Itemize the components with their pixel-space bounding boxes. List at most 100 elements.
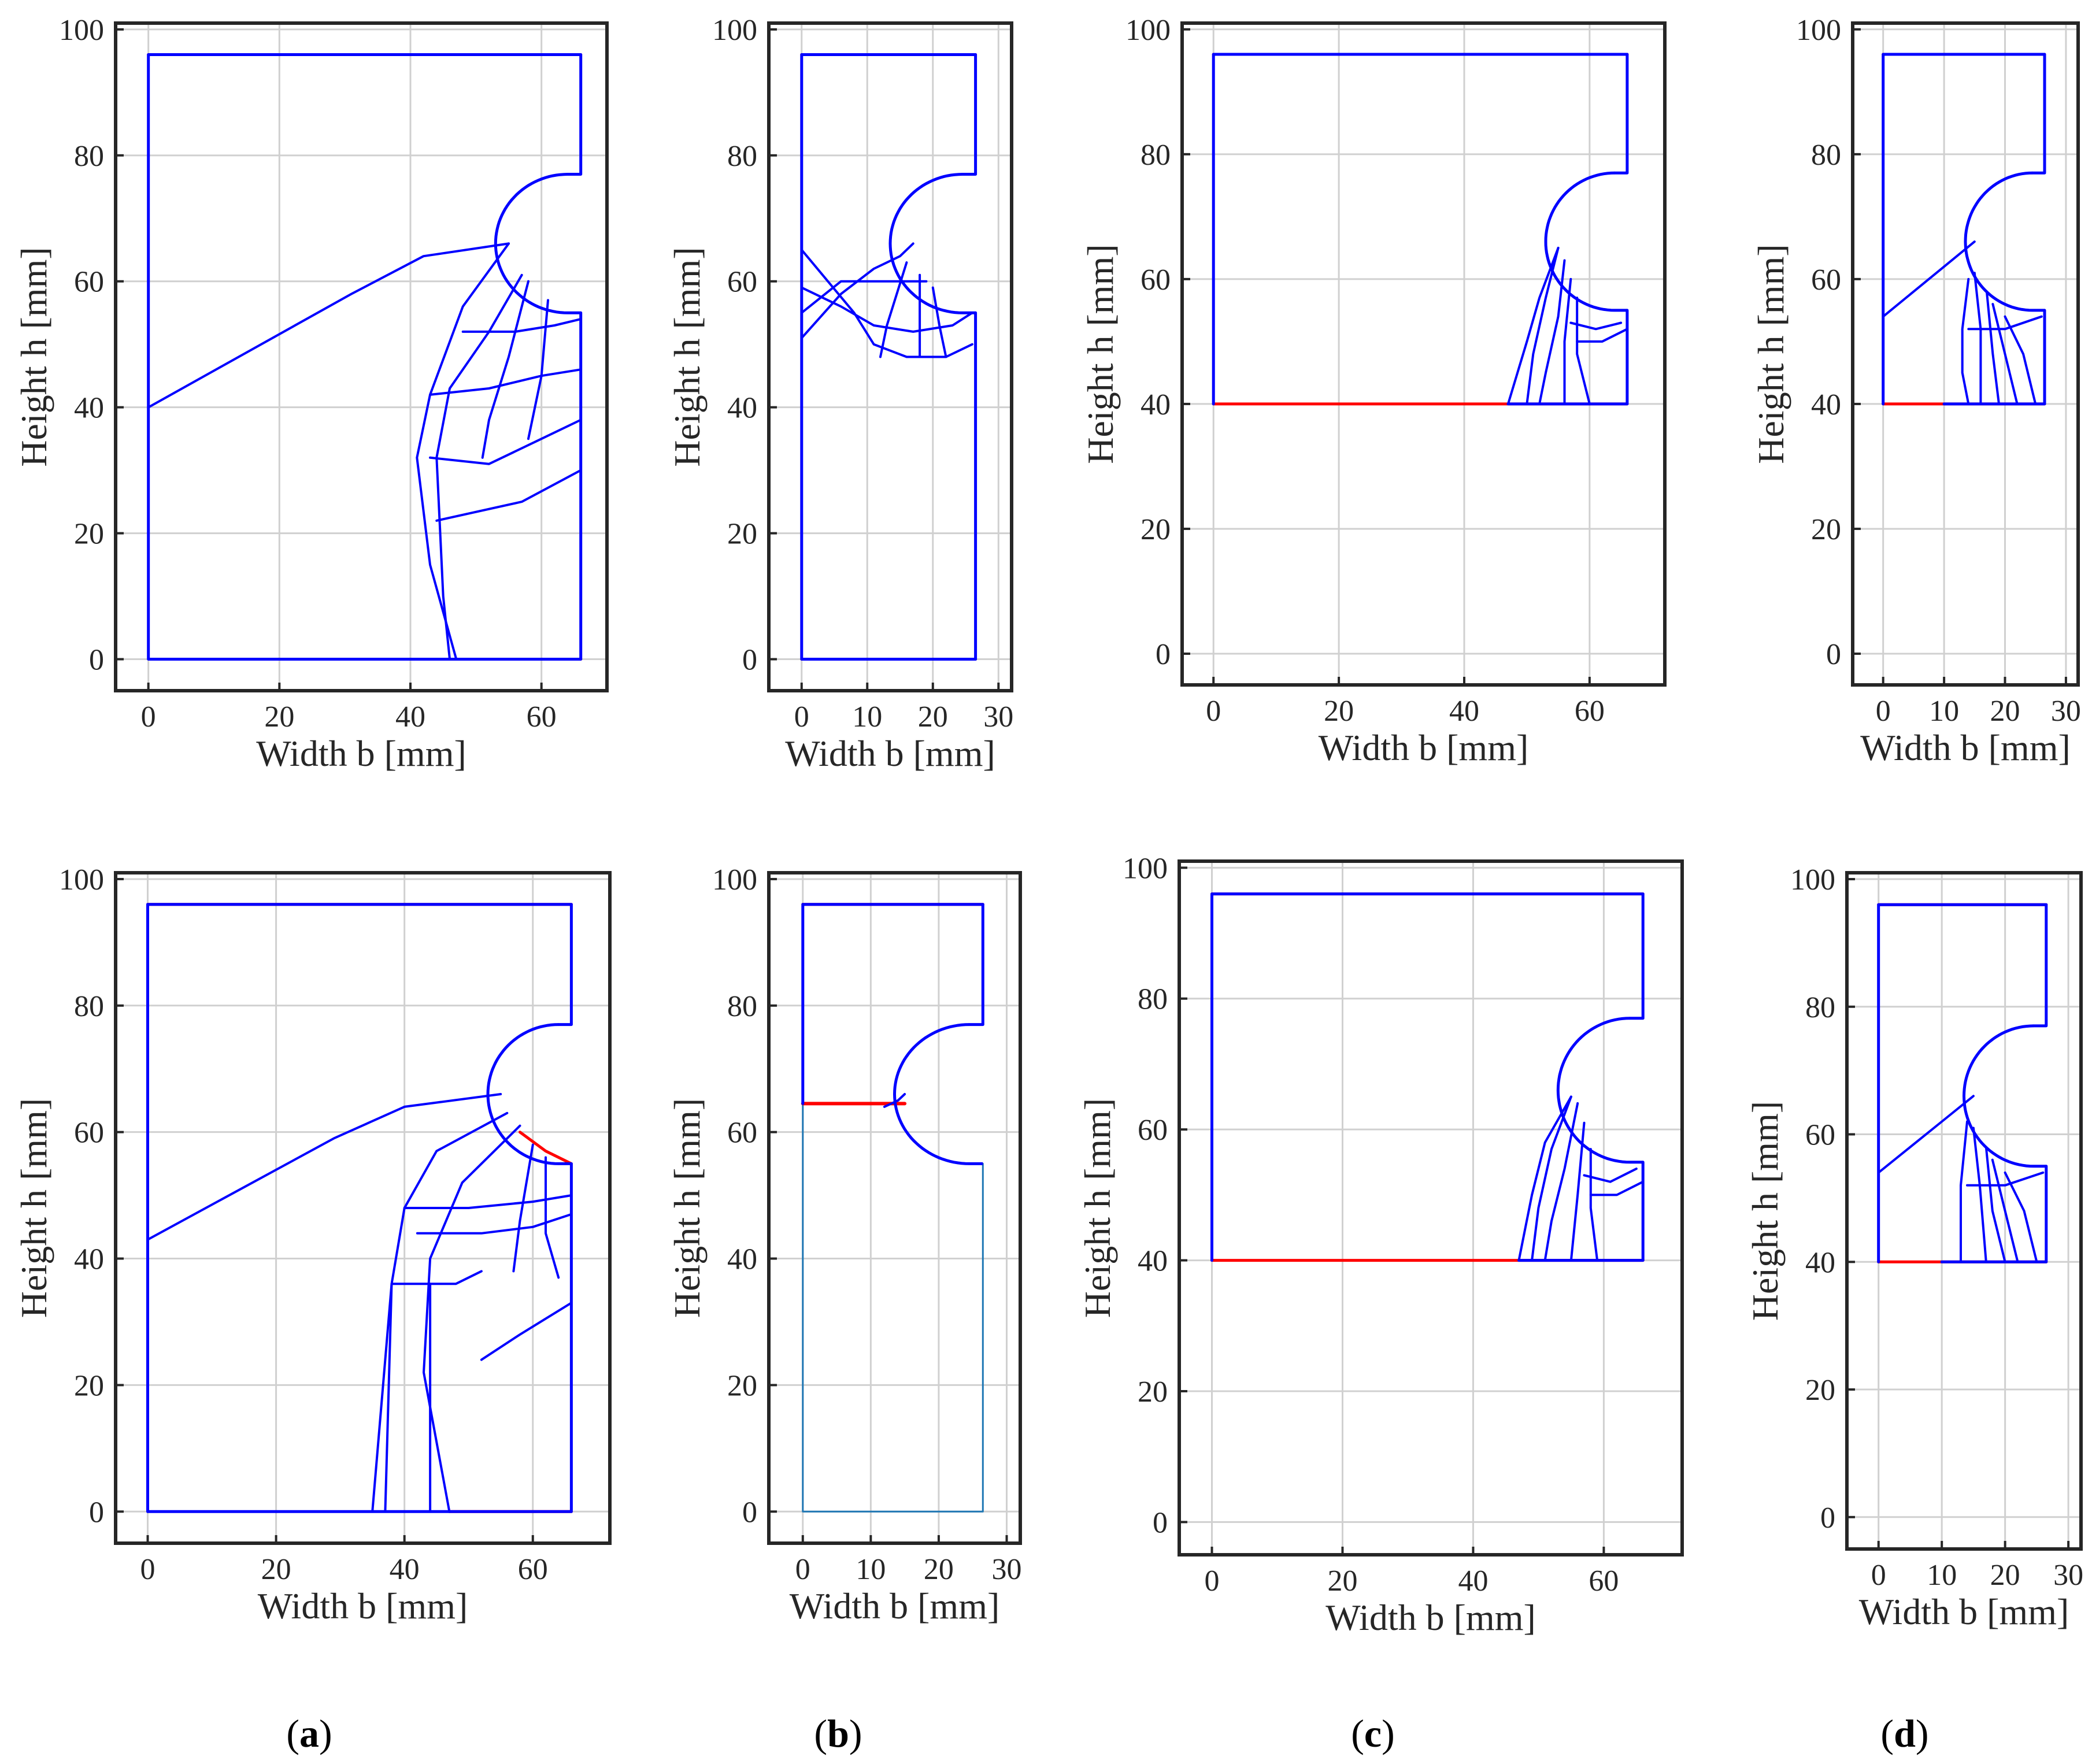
- series-outline: [1882, 53, 2046, 406]
- y-tick-label: 60: [1805, 1119, 1835, 1152]
- y-tick-label: 20: [1138, 1376, 1168, 1409]
- series-outline: [1210, 892, 1645, 1262]
- panel-p5: 0 20 40 60 0 20 40 60 80 100 Width b [mm] Height h …: [13, 864, 612, 1626]
- y-tick-label: 20: [727, 518, 757, 551]
- series-notch-boundary: [519, 1131, 573, 1165]
- x-tick-label: 20: [924, 1553, 954, 1586]
- y-tick-label: 0: [1826, 638, 1841, 671]
- x-tick-label: 30: [991, 1553, 1021, 1586]
- series-crack-4: [423, 1124, 521, 1513]
- x-tick-label: 20: [261, 1553, 291, 1586]
- series-crack-7: [1589, 1180, 1645, 1196]
- y-tick-label: 20: [1141, 513, 1171, 546]
- series-right-lower-edge: [1940, 1165, 2048, 1263]
- series-crack-3: [1972, 1126, 1987, 1263]
- x-tick-label: 20: [1990, 1559, 2020, 1592]
- y-tick-label: 40: [1141, 388, 1171, 421]
- x-tick-label: 0: [1206, 695, 1221, 728]
- y-tick-label: 20: [727, 1369, 757, 1402]
- y-tick-label: 100: [1796, 14, 1841, 47]
- series-crack-2: [1961, 277, 1970, 405]
- y-tick-label: 80: [727, 140, 757, 173]
- axes-frame: [1851, 21, 2080, 687]
- x-tick-label: 10: [1927, 1559, 1957, 1592]
- y-axis-label: Height h [mm]: [667, 1098, 708, 1318]
- x-axis-label: Width b [mm]: [256, 733, 466, 774]
- series-crack-1: [1882, 240, 1976, 318]
- y-tick-label: 100: [1790, 864, 1835, 896]
- panel-p4: 0 10 20 30 0 20 40 60 80 100 Width b [mm] Height h …: [1750, 14, 2081, 768]
- y-tick-label: 40: [74, 392, 104, 425]
- series-crack-4: [1984, 1146, 2006, 1263]
- x-tick-label: 60: [518, 1553, 548, 1586]
- y-tick-label: 60: [727, 266, 757, 299]
- series-crack-5: [879, 261, 908, 358]
- series-crack-6: [435, 469, 582, 522]
- axes-frame: [767, 21, 1013, 692]
- series-crack-6: [390, 1270, 483, 1285]
- panel-p3: 0 20 40 60 0 20 40 60 80 100 Width b [mm] Height h …: [1080, 14, 1667, 768]
- y-tick-label: 0: [742, 644, 757, 677]
- x-axis-label: Width b [mm]: [790, 1585, 1000, 1626]
- panel-p7: 0 20 40 60 0 20 40 60 80 100 Width b [mm] Height h …: [1077, 852, 1684, 1638]
- y-tick-label: 40: [74, 1243, 104, 1276]
- series-crack-10: [512, 1143, 534, 1273]
- series-crack-11: [545, 1156, 560, 1279]
- x-axis-label: Width b [mm]: [1859, 1591, 2069, 1632]
- series-notch-arc: [1544, 171, 1627, 312]
- axes-frame: [1178, 859, 1684, 1557]
- series-crack-7: [1576, 328, 1628, 343]
- series-crack-9: [416, 1213, 573, 1235]
- y-tick-label: 20: [74, 518, 104, 551]
- series-crack-2: [416, 242, 510, 661]
- x-tick-label: 60: [1575, 695, 1605, 728]
- series-notch-arc: [1964, 171, 2045, 312]
- y-tick-label: 100: [1125, 14, 1171, 47]
- series-crack-7: [480, 1302, 573, 1361]
- series-crack-1: [1877, 1095, 1975, 1174]
- series-crack-5: [1991, 1158, 2019, 1263]
- y-tick-label: 80: [74, 990, 104, 1023]
- series-outline: [801, 903, 984, 1105]
- y-tick-label: 60: [1811, 264, 1841, 297]
- x-tick-label: 40: [1449, 695, 1479, 728]
- y-axis-label: Height h [mm]: [1080, 244, 1121, 464]
- caption-c: (c): [1351, 1711, 1395, 1755]
- series-crack-7: [931, 286, 947, 358]
- series-crack-6: [1569, 321, 1623, 331]
- series-crack-6: [1583, 1168, 1638, 1183]
- y-axis-label: Height h [mm]: [667, 247, 708, 466]
- series-right-lower-edge: [1506, 309, 1629, 406]
- y-tick-label: 20: [1805, 1374, 1835, 1407]
- x-tick-label: 20: [264, 701, 294, 733]
- series-crack-3: [1538, 259, 1566, 405]
- series-crack-5: [429, 368, 582, 396]
- series-notch-arc: [1962, 1024, 2046, 1168]
- series-crack-5: [1589, 1148, 1599, 1262]
- y-tick-label: 80: [727, 990, 757, 1023]
- series-crack-7: [1967, 315, 2043, 331]
- y-tick-label: 60: [1138, 1114, 1168, 1147]
- y-tick-label: 60: [727, 1117, 757, 1150]
- y-tick-label: 0: [89, 644, 104, 677]
- x-axis-label: Width b [mm]: [1860, 727, 2071, 768]
- x-tick-label: 0: [1876, 695, 1891, 728]
- series-outline: [146, 903, 573, 1513]
- y-tick-label: 80: [1805, 991, 1835, 1024]
- series-crack-3: [371, 1283, 393, 1513]
- y-tick-label: 0: [1156, 638, 1171, 671]
- series-right-lower-edge: [1942, 309, 2046, 406]
- series-crack-6: [2004, 315, 2037, 405]
- x-tick-label: 30: [2051, 695, 2081, 728]
- series-outline: [1212, 53, 1629, 406]
- x-tick-label: 10: [1929, 695, 1959, 728]
- x-axis-label: Width b [mm]: [1325, 1597, 1536, 1638]
- y-tick-label: 60: [74, 1117, 104, 1150]
- y-tick-label: 0: [1820, 1502, 1835, 1535]
- axes-frame: [114, 21, 609, 692]
- y-tick-label: 40: [727, 392, 757, 425]
- x-tick-label: 10: [852, 701, 882, 733]
- series-crack-3: [1973, 272, 1982, 405]
- x-tick-label: 0: [795, 1553, 810, 1586]
- y-tick-label: 20: [1811, 513, 1841, 546]
